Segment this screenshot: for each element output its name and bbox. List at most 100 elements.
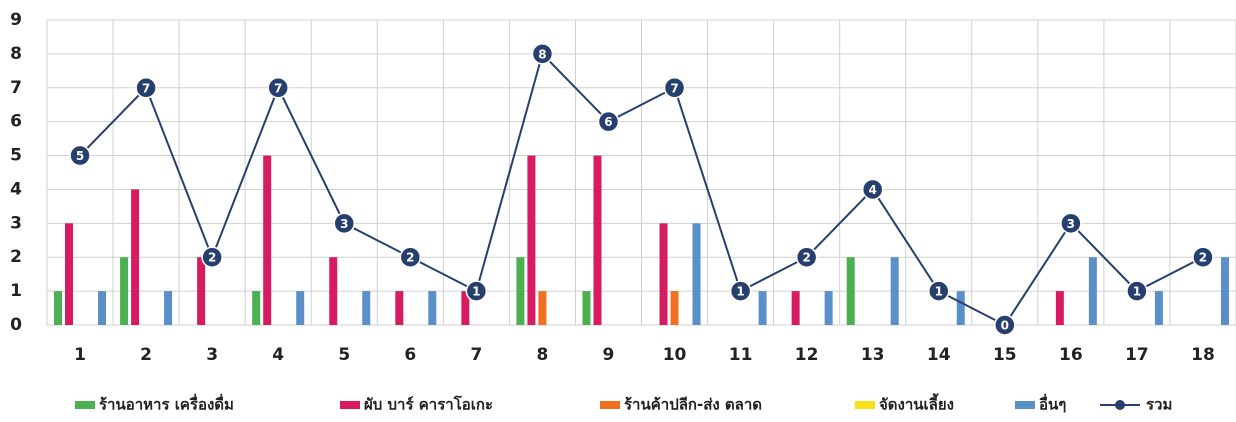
bar xyxy=(824,291,833,325)
line-point xyxy=(861,178,884,201)
bar xyxy=(65,223,74,325)
bar xyxy=(516,257,525,325)
line-point xyxy=(729,280,752,302)
bar xyxy=(54,291,63,325)
bar xyxy=(296,291,305,325)
x-tick-label: 12 xyxy=(795,345,819,365)
point-label: 1 xyxy=(736,285,744,299)
point-label: 2 xyxy=(406,251,414,265)
point-label: 5 xyxy=(76,149,84,163)
point-label: 6 xyxy=(604,115,612,129)
point-label: 7 xyxy=(274,81,282,95)
legend-label: ร้านอาหาร เครื่องดื่ม xyxy=(99,394,234,414)
x-tick-label: 6 xyxy=(404,345,416,365)
x-tick-label: 13 xyxy=(861,345,885,365)
y-tick-label: 3 xyxy=(10,213,22,233)
line-point xyxy=(928,280,950,302)
y-tick-label: 2 xyxy=(10,247,22,267)
x-tick-label: 18 xyxy=(1191,345,1215,365)
legend-label: ร้านค้าปลีก-ส่ง ตลาด xyxy=(624,396,762,414)
y-tick-label: 0 xyxy=(10,315,22,335)
line-point xyxy=(994,314,1016,336)
line-point xyxy=(1126,280,1148,302)
point-label: 8 xyxy=(538,47,546,61)
bar xyxy=(791,291,800,325)
x-tick-label: 14 xyxy=(927,345,951,365)
bar xyxy=(362,291,371,325)
x-tick-label: 1 xyxy=(74,345,86,365)
point-label: 3 xyxy=(340,217,348,231)
bar xyxy=(1088,257,1097,325)
x-tick-label: 9 xyxy=(603,345,615,365)
x-tick-label: 8 xyxy=(536,345,548,365)
bar xyxy=(428,291,437,325)
legend-label: รวม xyxy=(1146,396,1172,414)
bar xyxy=(758,291,767,325)
x-tick-label: 5 xyxy=(338,345,350,365)
x-tick-label: 15 xyxy=(993,345,1017,365)
line-point xyxy=(333,212,355,235)
bar xyxy=(1055,291,1064,325)
y-tick-label: 7 xyxy=(10,78,22,98)
x-tick-label: 4 xyxy=(272,345,284,365)
x-tick-label: 3 xyxy=(206,345,218,365)
line-point xyxy=(201,246,223,268)
x-tick-label: 16 xyxy=(1059,345,1083,365)
bar xyxy=(98,291,107,325)
bar xyxy=(670,291,679,325)
point-label: 1 xyxy=(1133,285,1141,299)
line-point xyxy=(531,43,554,65)
legend-swatch xyxy=(340,401,360,409)
x-tick-label: 10 xyxy=(663,345,687,365)
point-label: 1 xyxy=(935,285,943,299)
point-label: 2 xyxy=(802,251,810,265)
x-tick-label: 17 xyxy=(1125,345,1149,365)
line-point xyxy=(267,77,289,99)
line-point xyxy=(465,280,488,302)
legend-swatch xyxy=(855,401,875,409)
bar xyxy=(461,291,470,325)
bar xyxy=(1154,291,1163,325)
line-point xyxy=(597,110,620,133)
line xyxy=(79,51,1204,327)
y-tick-label: 9 xyxy=(10,10,22,30)
bar xyxy=(527,155,536,325)
line-point xyxy=(795,246,818,268)
bar xyxy=(1220,257,1229,325)
bar xyxy=(120,257,129,325)
bar xyxy=(164,291,173,325)
bar xyxy=(659,223,668,325)
bar xyxy=(252,291,261,325)
legend-label: ผับ บาร์ คาราโอเกะ xyxy=(364,395,493,414)
legend-swatch xyxy=(600,401,620,409)
line-point xyxy=(1192,246,1214,268)
x-tick-label: 11 xyxy=(729,345,753,365)
legend-label: จัดงานเลี้ยง xyxy=(879,393,954,414)
bar xyxy=(263,155,272,325)
point-label: 7 xyxy=(670,81,678,95)
point-label: 4 xyxy=(869,183,877,197)
bar xyxy=(593,155,602,325)
point-label: 3 xyxy=(1067,217,1075,231)
point-label: 2 xyxy=(1199,251,1207,265)
point-label: 1 xyxy=(472,285,480,299)
legend-label: อื่นๆ xyxy=(1039,394,1066,414)
y-tick-label: 1 xyxy=(10,281,22,301)
line-point xyxy=(135,77,157,99)
bar xyxy=(956,291,965,325)
legend-marker xyxy=(1115,400,1125,410)
bar xyxy=(582,291,591,325)
bar xyxy=(692,223,701,325)
line-point xyxy=(1060,212,1082,235)
bar xyxy=(197,257,206,325)
point-label: 2 xyxy=(208,251,216,265)
bar xyxy=(538,291,547,325)
bar xyxy=(846,257,855,325)
y-tick-label: 6 xyxy=(10,112,22,132)
point-label: 7 xyxy=(142,81,150,95)
legend-swatch xyxy=(1015,401,1035,409)
y-tick-label: 5 xyxy=(10,146,22,166)
bar xyxy=(890,257,899,325)
bar xyxy=(131,189,140,325)
